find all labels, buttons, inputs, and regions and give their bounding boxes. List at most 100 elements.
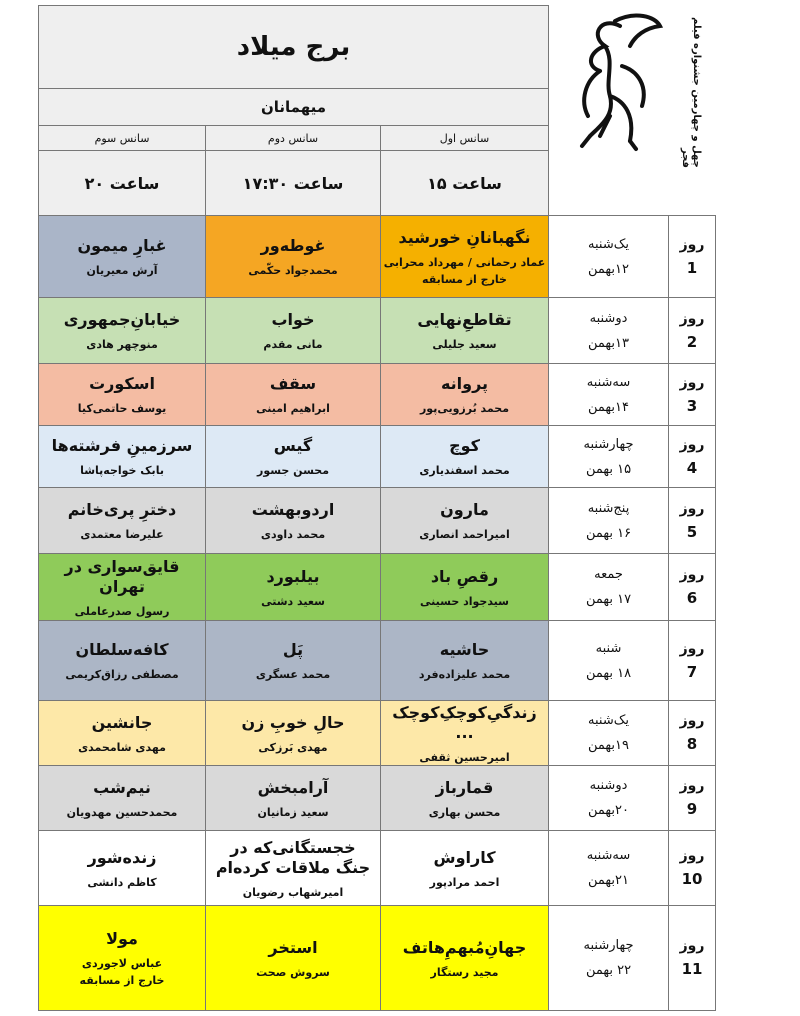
film-title: کوچ [449,436,480,455]
film-cell: غبارِ میمون آرش معیریان [38,215,206,298]
day-label: روز [679,500,705,517]
film-director: مهدی شامحمدی [78,740,166,754]
film-title: تقاطعِ‌نهایی [417,310,512,329]
day-number: 10 [681,870,703,888]
film-title: قایق‌سواری در تهران [64,556,180,596]
film-cell: قایق‌سواری در تهران رسول صدرعاملی [38,553,206,621]
weekday: سه‌شنبه [586,848,631,863]
film-director: مجید رستگار [430,965,499,979]
film-title: اسکورت [89,374,155,393]
weekday: پنج‌شنبه [587,500,630,516]
date-cell: یک‌شنبه ۱۹بهمن [548,700,669,766]
film-cell: قمارباز محسن بهاری [380,765,549,831]
date-cell: جمعه ۱۷ بهمن [548,553,669,621]
film-cell: آرامبخش سعید زمانیان [205,765,381,831]
film-director: محسن بهاری [428,805,501,819]
day-number: 11 [681,960,703,978]
day-number: 7 [686,662,698,681]
date-cell: سه‌شنبه ۲۱بهمن [548,830,669,906]
film-title: سقف [269,374,317,393]
film-title: خجستگانی‌که در جنگ ملاقات کرده‌ام [215,837,371,877]
film-cell: خواب مانی مقدم [205,297,381,364]
day-number: 3 [686,396,698,415]
session-time-box: ساعت ۲۰ [38,150,206,216]
film-cell: زندگیِ‌کوچکِ‌کوچک ... امیرحسین ثقفی [380,700,549,766]
film-title: کاراوش [433,847,496,867]
film-director: محمد بُرزویی‌پور [419,402,510,415]
film-cell: استخر سروش صحت [205,905,381,1011]
session-time-box: ساعت ۱۵ [380,150,549,216]
session-header: سانس دوم [205,125,381,151]
film-cell: کوچ محمد اسفندیاری [380,425,549,488]
film-title: غوطه‌ور [260,236,326,255]
film-note: خارج از مسابقه [79,974,165,987]
session-time: ساعت ۲۰ [84,173,160,193]
day-number: 2 [686,332,698,351]
date: ۱۶ بهمن [585,525,632,541]
date: ۱۲بهمن [588,261,629,277]
film-cell: اسکورت یوسف حاتمی‌کیا [38,363,206,426]
film-cell: زنده‌شور کاظم دانشی [38,830,206,906]
film-title: آرامبخش [257,777,329,797]
day-number: 5 [686,522,698,541]
film-cell: پَل محمد عسگری [205,620,381,701]
day-cell: روز 7 [668,620,716,701]
film-cell: کافه‌سلطان مصطفی رزاق‌کریمی [38,620,206,701]
film-title: نگهبانانِ خورشید [398,227,531,247]
film-cell: کاراوش احمد مرادپور [380,830,549,906]
session-time-box: ساعت ۱۷:۳۰ [205,150,381,216]
session-time: ساعت ۱۷:۳۰ [242,173,344,193]
weekday: چهارشنبه [583,938,634,953]
film-director: محمدجواد حکّمی [248,264,338,277]
session-header: سانس سوم [38,125,206,151]
film-title: دخترِ پری‌خانم [67,500,177,519]
weekday: یک‌شنبه [588,236,629,252]
film-director: مهدی بَرزکی [258,740,328,754]
film-cell: غوطه‌ور محمدجواد حکّمی [205,215,381,298]
film-director: محمدحسین مهدویان [66,805,178,819]
film-cell: پروانه محمد بُرزویی‌پور [380,363,549,426]
day-cell: روز 6 [668,553,716,621]
film-title: غبارِ میمون [77,236,167,255]
day-label: روز [679,310,705,327]
film-director: محسن جسور [257,464,330,477]
film-title: زنده‌شور [87,847,157,867]
film-director: عماد رحمانی / مهرداد محرابی [383,255,546,269]
film-note: خارج از مسابقه [422,272,507,286]
weekday: دوشنبه [589,778,628,793]
guests-box: میهمانان [38,88,549,126]
film-title: قمارباز [435,777,494,797]
film-director: احمد مرادپور [429,875,500,889]
day-label: روز [679,640,705,657]
film-cell: سقف ابراهیم امینی [205,363,381,426]
film-cell: گیس محسن جسور [205,425,381,488]
day-label: روز [679,778,705,794]
film-director: منوچهر هادی [86,338,158,351]
film-cell: خجستگانی‌که در جنگ ملاقات کرده‌ام امیرشها… [205,830,381,906]
day-cell: روز 3 [668,363,716,426]
film-cell: حالِ خوبِ زن مهدی بَرزکی [205,700,381,766]
film-cell: جهانِ‌مُبهمِ‌هاتف مجید رستگار [380,905,549,1011]
film-title: نیم‌شب [93,777,151,797]
film-cell: سرزمینِ فرشته‌ها بابک خواجه‌پاشا [38,425,206,488]
weekday: چهارشنبه [583,436,634,452]
date: ۲۱بهمن [588,873,629,888]
day-label: روز [679,567,705,583]
film-director: محمد علیزاده‌فرد [418,668,511,681]
film-director: سعید زمانیان [257,805,329,819]
weekday: جمعه [594,567,623,582]
day-label: روز [679,713,705,729]
film-director: سیدجواد حسینی [420,594,509,608]
film-title: حاشیه [439,640,490,659]
film-director: امیراحمد انصاری [419,528,510,541]
film-director: علیرضا معتمدی [80,528,164,541]
date: ۱۳بهمن [588,335,629,351]
film-director: رسول صدرعاملی [74,604,170,618]
day-label: روز [679,938,705,954]
film-director: بابک خواجه‌پاشا [80,464,164,477]
film-title: حالِ خوبِ زن [241,712,345,732]
day-number: 6 [686,589,698,607]
guests: میهمانان [260,98,327,116]
day-label: روز [679,436,705,453]
day-label: روز [679,236,705,253]
